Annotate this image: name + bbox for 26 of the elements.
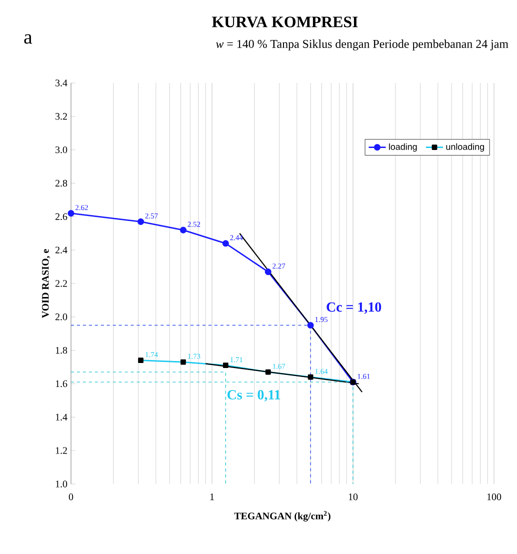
y-tick-label: 1.8 bbox=[56, 346, 68, 354]
x-tick-label: 0 bbox=[68, 493, 74, 500]
chart-title: KURVA KOMPRESI bbox=[212, 16, 358, 28]
annotation: Cc = 1,10 bbox=[326, 302, 382, 314]
y-axis-title: VOID RASIO, e bbox=[42, 249, 50, 318]
y-tick-label: 1.0 bbox=[56, 480, 68, 488]
y-tick-label: 3.0 bbox=[56, 146, 68, 154]
y-tick-label: 3.4 bbox=[56, 80, 68, 86]
y-tick-label: 2.4 bbox=[55, 246, 68, 254]
annotation: Cs = 0,11 bbox=[227, 390, 280, 402]
y-tick-label: 1.2 bbox=[56, 447, 67, 454]
x-tick-label: 100 bbox=[487, 493, 502, 500]
y-tick-label: 1.4 bbox=[56, 414, 68, 421]
y-tick-label: 1.6 bbox=[56, 380, 68, 388]
x-tick-label: 1 bbox=[210, 493, 214, 500]
chart-subtitle: w = 140 % Tanpa Siklus dengan Periode pembebanan 24 jam bbox=[216, 40, 508, 50]
y-tick-label: 2.8 bbox=[55, 180, 68, 187]
y-tick-label: 3.2 bbox=[56, 113, 67, 120]
y-tick-label: 2.2 bbox=[55, 280, 67, 287]
y-tick-label: 2.6 bbox=[55, 213, 68, 220]
x-tick-label: 10 bbox=[348, 493, 358, 500]
legend-label: unloading bbox=[446, 143, 484, 152]
text: a bbox=[24, 34, 32, 44]
x-axis-title: TEGANGAN (kg/cm$^{2}$) bbox=[234, 511, 330, 522]
y-tick-label: 2.0 bbox=[55, 314, 68, 320]
legend-label: loading bbox=[389, 143, 417, 152]
